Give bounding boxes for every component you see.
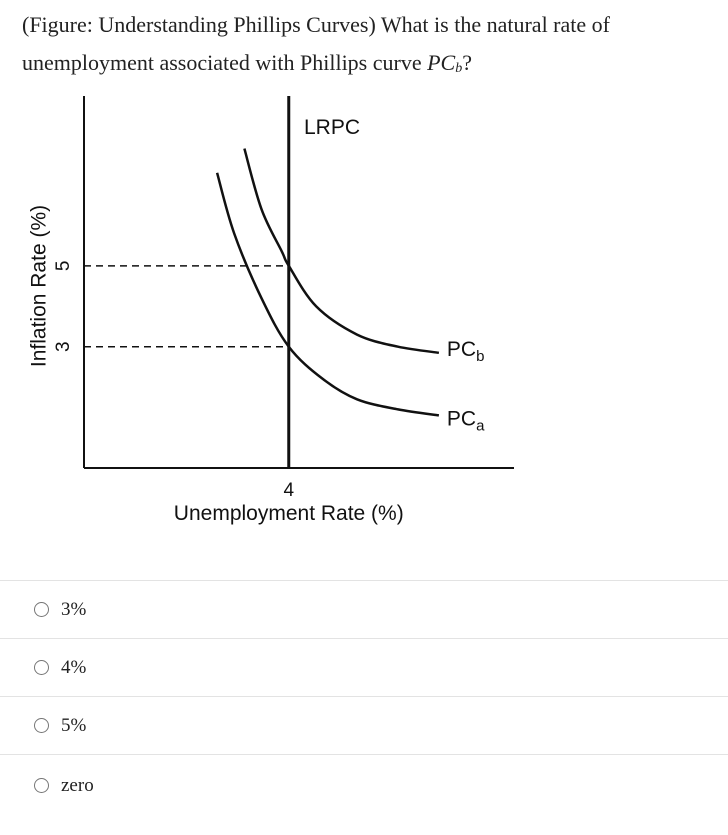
x-tick-label: 4 — [283, 480, 294, 501]
question-text-end: ? — [462, 50, 472, 75]
phillips-curve-chart: LRPC PCb PCa 4 5 3 Unemployment Rate (%)… — [28, 96, 514, 525]
option-label: 5% — [61, 714, 87, 736]
option-label: 3% — [61, 598, 87, 620]
radio-button[interactable] — [34, 778, 49, 793]
radio-button[interactable] — [34, 602, 49, 617]
reference-lines — [84, 265, 289, 348]
pc-b-label-sub: b — [476, 348, 484, 365]
option-label: zero — [61, 774, 94, 796]
lrpc-label: LRPC — [304, 116, 360, 139]
question-text: (Figure: Understanding Phillips Curves) … — [22, 6, 712, 88]
radio-button[interactable] — [34, 718, 49, 733]
answer-option[interactable]: 5% — [0, 696, 728, 754]
y-tick-label: 3 — [53, 341, 74, 352]
answer-option[interactable]: 3% — [0, 580, 728, 638]
pc-a-curve — [215, 172, 440, 417]
question-symbol-sub: b — [455, 61, 463, 76]
answer-option[interactable]: zero — [0, 754, 728, 816]
x-axis-label: Unemployment Rate (%) — [174, 502, 404, 525]
pc-a-label-sub: a — [476, 417, 485, 434]
y-axis-label: Inflation Rate (%) — [28, 205, 51, 367]
question-symbol-main: PC — [427, 50, 456, 75]
pc-b-label-main: PC — [447, 338, 476, 361]
pc-b-curve — [243, 148, 440, 355]
pc-a-label: PCa — [447, 407, 485, 434]
radio-button[interactable] — [34, 660, 49, 675]
y-tick-label: 5 — [53, 261, 74, 272]
answer-option[interactable]: 4% — [0, 638, 728, 696]
question-symbol: PCb — [427, 50, 463, 76]
question-text-main: (Figure: Understanding Phillips Curves) … — [22, 12, 610, 75]
option-label: 4% — [61, 656, 87, 678]
pc-b-label: PCb — [447, 338, 485, 365]
answer-options: 3% 4% 5% zero — [0, 580, 728, 816]
pc-a-label-main: PC — [447, 407, 476, 430]
